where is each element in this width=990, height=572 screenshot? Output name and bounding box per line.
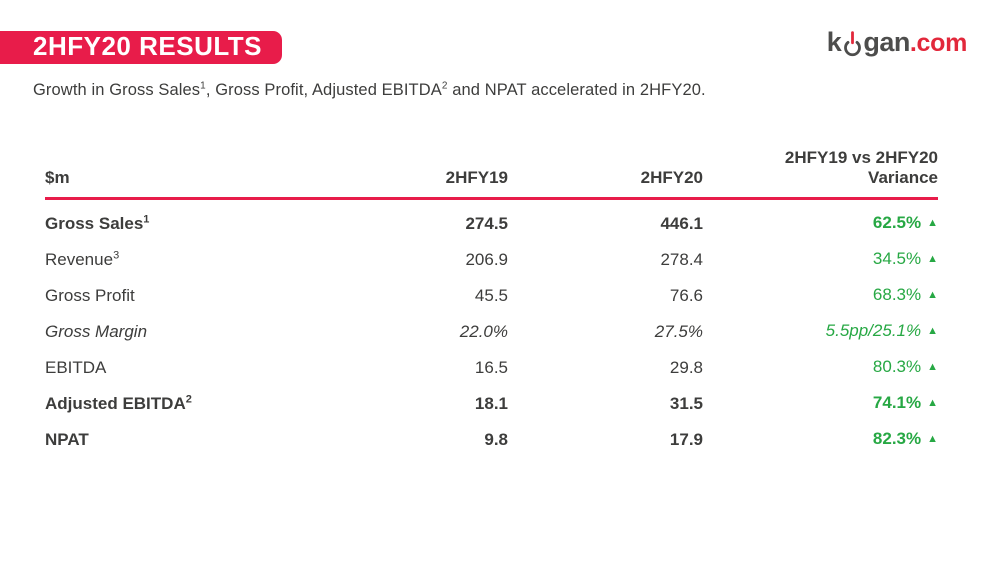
value-2hfy19: 16.5 xyxy=(474,358,508,377)
metric-label: Gross Margin xyxy=(45,322,148,341)
metric-label: Adjusted EBITDA2 xyxy=(45,393,192,413)
results-table: $m 2HFY19 2HFY20 2HFY19 vs 2HFY20 Varianc… xyxy=(45,145,938,458)
col-header-2hfy20: 2HFY20 xyxy=(640,168,703,187)
up-arrow-icon: ▲ xyxy=(927,289,938,301)
page-title: 2HFY20 RESULTS xyxy=(33,31,263,61)
value-2hfy19: 45.5 xyxy=(474,286,508,305)
metric-label: EBITDA xyxy=(45,358,107,377)
footnote-marker: 1 xyxy=(200,80,206,92)
metric-label: Revenue3 xyxy=(45,249,120,269)
variance-value: 74.1% ▲ xyxy=(872,393,938,412)
logo-letters-gan: gan xyxy=(863,27,910,57)
metric-label: Gross Profit xyxy=(45,286,135,305)
value-2hfy20: 29.8 xyxy=(669,358,703,377)
value-2hfy20: 17.9 xyxy=(669,430,703,449)
value-2hfy20: 278.4 xyxy=(660,250,703,269)
variance-value: 5.5pp/25.1% ▲ xyxy=(825,321,938,340)
power-icon xyxy=(843,31,861,57)
subtitle: Growth in Gross Sales1, Gross Profit, Ad… xyxy=(33,81,706,100)
table-header-row: $m 2HFY19 2HFY20 2HFY19 vs 2HFY20 Varianc… xyxy=(45,145,938,200)
footnote-marker: 1 xyxy=(143,213,150,226)
table-row-gross-margin: Gross Margin 22.0% 27.5% 5.5pp/25.1% ▲ xyxy=(45,314,938,350)
up-arrow-icon: ▲ xyxy=(927,397,938,409)
footnote-marker: 3 xyxy=(113,249,120,262)
variance-value: 34.5% ▲ xyxy=(872,249,938,268)
value-2hfy20: 76.6 xyxy=(669,286,703,305)
up-arrow-icon: ▲ xyxy=(927,433,938,445)
variance-header-line2: Variance xyxy=(868,168,938,187)
up-arrow-icon: ▲ xyxy=(927,361,938,373)
variance-header-line1: 2HFY19 vs 2HFY20 xyxy=(784,148,938,167)
up-arrow-icon: ▲ xyxy=(927,253,938,265)
value-2hfy19: 206.9 xyxy=(465,250,508,269)
col-header-variance: 2HFY19 vs 2HFY20 Variance xyxy=(703,148,938,188)
variance-value: 82.3% ▲ xyxy=(872,429,938,448)
subtitle-text: and NPAT accelerated in 2HFY20. xyxy=(447,81,706,99)
title-banner: 2HFY20 RESULTS xyxy=(0,31,283,64)
table-row-npat: NPAT 9.8 17.9 82.3% ▲ xyxy=(45,422,938,458)
table-row-gross-profit: Gross Profit 45.5 76.6 68.3% ▲ xyxy=(45,278,938,314)
variance-value: 80.3% ▲ xyxy=(872,357,938,376)
metric-label: NPAT xyxy=(45,430,89,449)
value-2hfy19: 22.0% xyxy=(459,322,508,341)
table-row-adjusted-ebitda: Adjusted EBITDA2 18.1 31.5 74.1% ▲ xyxy=(45,386,938,422)
col-header-metric: $m xyxy=(45,168,70,187)
variance-value: 68.3% ▲ xyxy=(872,285,938,304)
logo-dotcom: .com xyxy=(909,29,967,57)
value-2hfy20: 446.1 xyxy=(660,214,703,233)
subtitle-text: Growth in Gross Sales xyxy=(33,81,201,99)
value-2hfy19: 9.8 xyxy=(484,430,508,449)
logo-letter-k: k xyxy=(826,27,842,57)
value-2hfy20: 27.5% xyxy=(654,322,703,341)
up-arrow-icon: ▲ xyxy=(927,217,938,229)
footnote-marker: 2 xyxy=(185,393,192,406)
table-body: Gross Sales1 274.5 446.1 62.5% ▲ Revenue3… xyxy=(45,200,938,458)
value-2hfy19: 18.1 xyxy=(474,394,508,413)
kogan-logo: k gan .com xyxy=(827,29,967,57)
table-row-gross-sales: Gross Sales1 274.5 446.1 62.5% ▲ xyxy=(45,206,938,242)
subtitle-text: , Gross Profit, Adjusted EBITDA xyxy=(205,81,442,99)
footnote-marker: 2 xyxy=(441,80,448,92)
variance-value: 62.5% ▲ xyxy=(872,213,938,232)
value-2hfy20: 31.5 xyxy=(669,394,703,413)
table-row-revenue: Revenue3 206.9 278.4 34.5% ▲ xyxy=(45,242,938,278)
value-2hfy19: 274.5 xyxy=(465,214,508,233)
col-header-2hfy19: 2HFY19 xyxy=(445,168,508,187)
up-arrow-icon: ▲ xyxy=(927,325,938,337)
metric-label: Gross Sales1 xyxy=(45,213,150,233)
table-row-ebitda: EBITDA 16.5 29.8 80.3% ▲ xyxy=(45,350,938,386)
